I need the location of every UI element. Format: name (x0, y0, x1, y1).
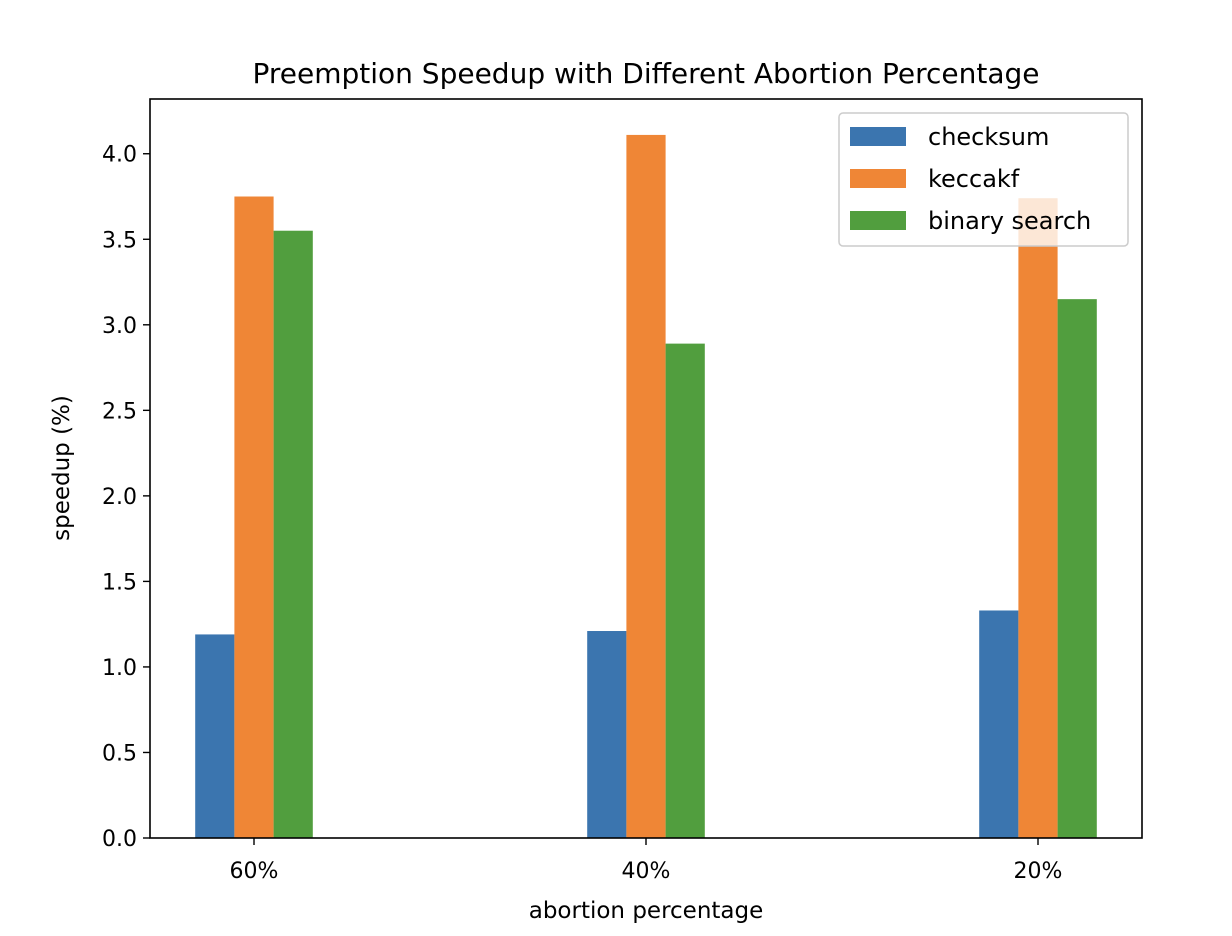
y-tick-label: 1.0 (102, 656, 137, 681)
x-axis-ticks: 60% 40% 20% (230, 838, 1063, 884)
y-tick-label: 0.0 (102, 827, 137, 852)
y-tick-label: 2.0 (102, 485, 137, 510)
y-tick-label: 3.0 (102, 314, 137, 339)
bar-checksum-60pct (195, 634, 235, 838)
legend-swatch-binary-search (850, 211, 906, 230)
x-tick-label: 20% (1014, 859, 1063, 884)
chart-title: Preemption Speedup with Different Aborti… (252, 57, 1039, 90)
bar-binary-search-60pct (273, 230, 313, 839)
bar-keccakf-40pct (626, 134, 666, 839)
bar-checksum-40pct (587, 631, 627, 838)
y-axis-ticks: 0.0 0.5 1.0 1.5 2.0 2.5 3.0 3.5 4.0 (102, 143, 150, 852)
y-tick-label: 2.5 (102, 399, 137, 424)
legend-swatch-keccakf (850, 169, 906, 188)
legend-frame (838, 112, 1129, 247)
legend-entries: checksum keccakf binary search (850, 123, 1091, 235)
legend-swatch-checksum (850, 127, 906, 146)
y-tick-label: 4.0 (102, 143, 137, 168)
bars-group (195, 134, 1097, 839)
legend-label-checksum: checksum (928, 123, 1049, 151)
bar-binary-search-40pct (665, 343, 705, 838)
x-tick-label: 60% (230, 859, 279, 884)
y-tick-label: 3.5 (102, 228, 137, 253)
y-tick-label: 0.5 (102, 741, 137, 766)
legend: checksum keccakf binary search (838, 112, 1129, 247)
bar-checksum-20pct (979, 610, 1019, 838)
legend-label-binary-search: binary search (928, 207, 1091, 235)
bar-keccakf-20pct (1018, 198, 1058, 839)
bar-keccakf-60pct (234, 196, 274, 838)
y-axis-label: speedup (%) (49, 395, 75, 541)
x-axis-label: abortion percentage (529, 898, 764, 924)
legend-label-keccakf: keccakf (928, 165, 1020, 193)
y-tick-label: 1.5 (102, 570, 137, 595)
bar-binary-search-20pct (1057, 299, 1097, 838)
x-tick-label: 40% (622, 859, 671, 884)
